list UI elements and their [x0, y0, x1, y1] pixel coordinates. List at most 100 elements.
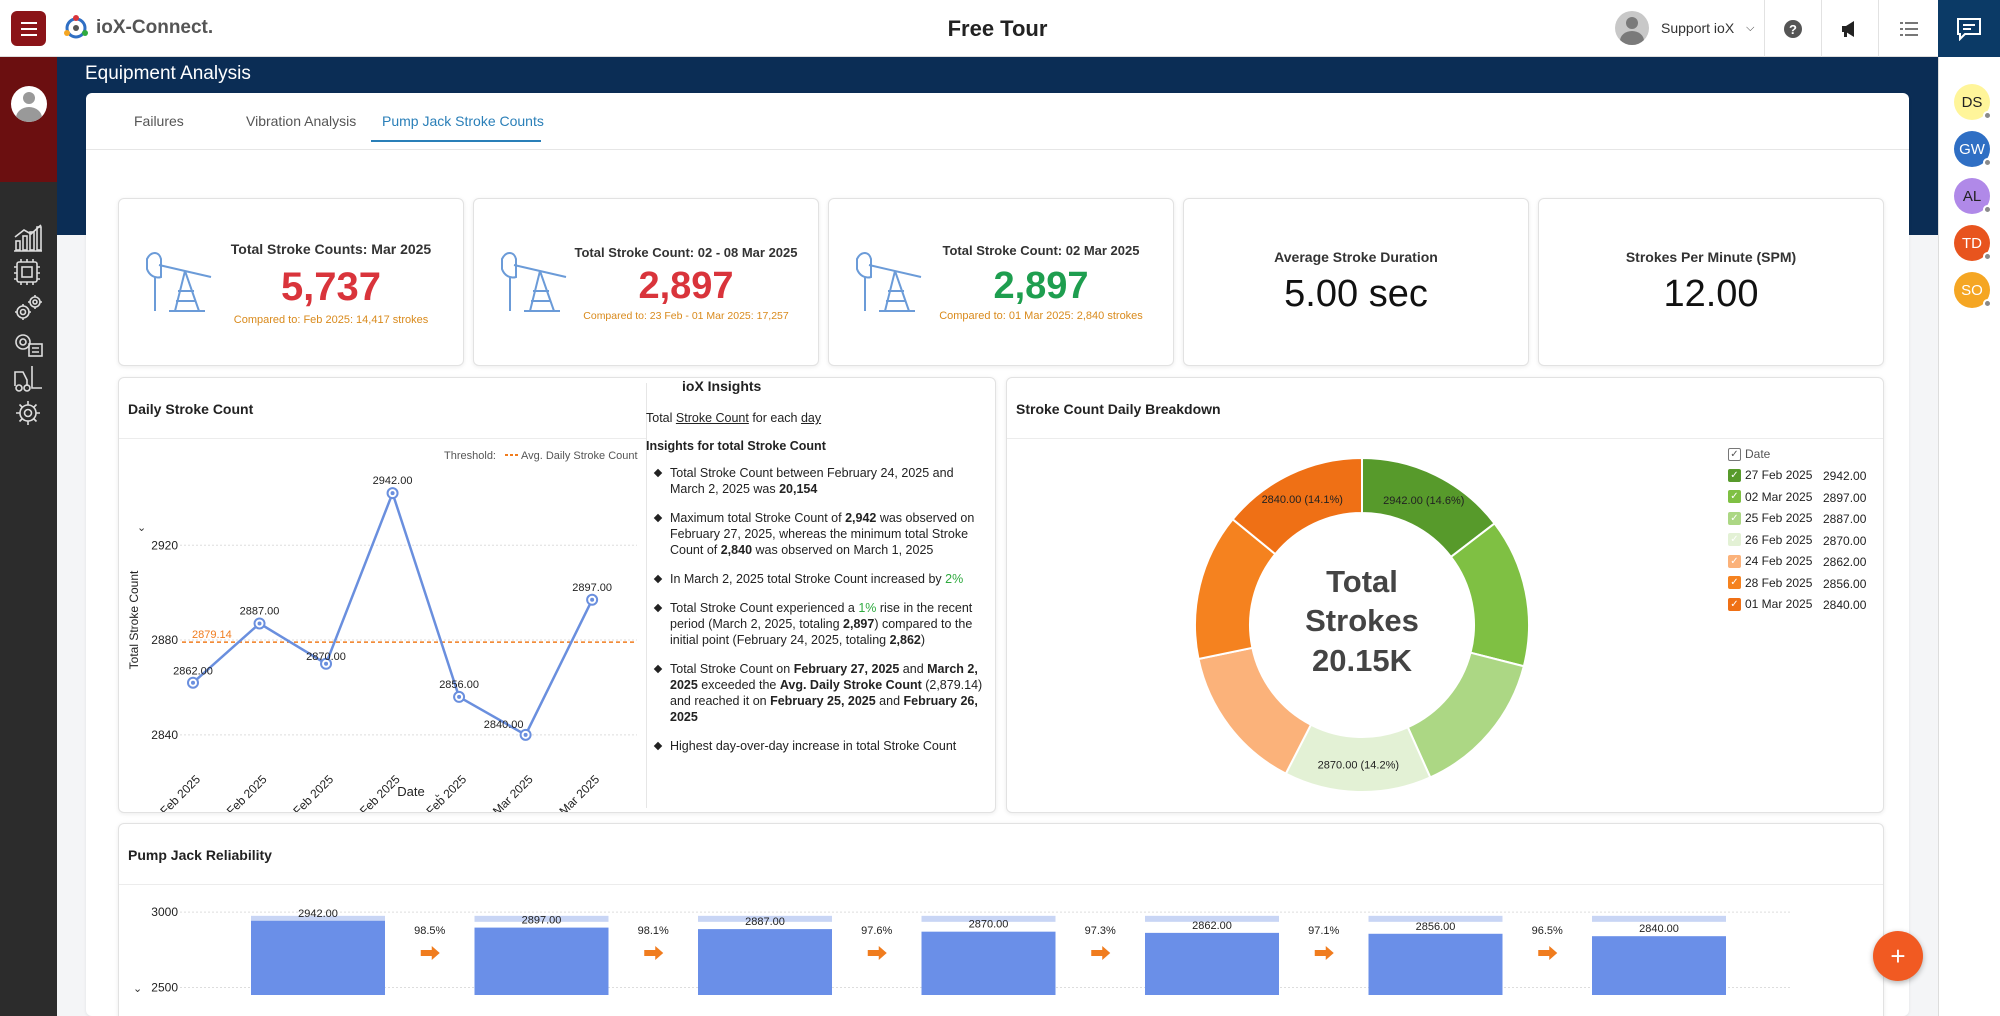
- reliability-bar[interactable]: [1145, 932, 1279, 995]
- reliability-bar[interactable]: [1592, 936, 1726, 995]
- avatar-ds[interactable]: DS: [1954, 84, 1992, 120]
- user-menu[interactable]: Support ioX ⌵: [1615, 11, 1755, 45]
- list-icon[interactable]: [1878, 0, 1938, 57]
- kpi-comparison: Compared to: 01 Mar 2025: 2,840 strokes: [939, 310, 1143, 322]
- change-label: 98.1%: [638, 925, 669, 937]
- legend-checkbox[interactable]: ✓: [1728, 533, 1741, 546]
- change-label: 97.1%: [1308, 925, 1339, 937]
- kpi-card-week: Total Stroke Count: 02 - 08 Mar 2025 2,8…: [473, 198, 819, 366]
- avatar-al[interactable]: AL: [1954, 178, 1992, 214]
- legend-checkbox[interactable]: ✓: [1728, 554, 1741, 568]
- legend-header[interactable]: ✓ Date: [1728, 447, 1770, 461]
- insight-item: Highest day-over-day increase in total S…: [646, 738, 991, 754]
- legend-label: 26 Feb 2025: [1745, 532, 1813, 547]
- avatar-gw[interactable]: GW: [1954, 131, 1992, 167]
- hamburger-menu-icon[interactable]: [11, 11, 46, 46]
- add-fab-button[interactable]: +: [1873, 931, 1923, 981]
- bar-value-label: 2840.00: [1639, 923, 1679, 935]
- bar-value-label: 2942.00: [298, 908, 338, 920]
- pump-jack-icon: [501, 252, 567, 312]
- tab-failures[interactable]: Failures: [134, 113, 184, 129]
- reliability-bar[interactable]: [251, 920, 385, 995]
- reliability-bar-chart: ⌄ 2500 3000 2942.00 2897.00 2887.00 2870.00 2…: [133, 905, 1790, 995]
- arrow-right-icon: [867, 946, 887, 960]
- avatar-initials: DS: [1961, 93, 1983, 111]
- gears-icon[interactable]: [12, 293, 44, 323]
- insights-link-day[interactable]: day: [800, 411, 822, 425]
- reliability-bar[interactable]: [1368, 933, 1503, 995]
- data-label: 2897.00: [572, 582, 612, 594]
- analytics-icon[interactable]: [12, 223, 44, 253]
- kpi-value: 5,737: [280, 265, 382, 309]
- donut-slice[interactable]: [1284, 723, 1432, 793]
- legend-item[interactable]: ✓ 27 Feb 2025: [1728, 468, 1812, 482]
- announcement-icon[interactable]: [1821, 0, 1878, 57]
- tab-vibration-analysis[interactable]: Vibration Analysis: [246, 113, 357, 129]
- active-tab-indicator: [371, 140, 541, 142]
- x-axis-toggle-icon[interactable]: ⌄: [433, 789, 441, 800]
- legend-item[interactable]: ✓ 01 Mar 2025: [1728, 597, 1812, 611]
- legend-checkbox[interactable]: ✓: [1728, 576, 1741, 589]
- x-tick-label: 02 Mar 2025: [545, 772, 603, 812]
- legend-item[interactable]: ✓ 24 Feb 2025: [1728, 554, 1812, 568]
- legend-checkbox[interactable]: ✓: [1728, 468, 1741, 482]
- y-axis-toggle-icon[interactable]: ⌄: [137, 522, 146, 534]
- x-tick-label: 24 Feb 2025: [146, 772, 204, 812]
- legend-label: 28 Feb 2025: [1745, 575, 1813, 590]
- legend-checkbox[interactable]: ✓: [1728, 511, 1741, 525]
- forklift-icon[interactable]: [12, 363, 44, 393]
- avatar-initials: AL: [1962, 187, 1982, 205]
- kpi-label: Total Stroke Counts: Mar 2025: [230, 241, 432, 257]
- help-icon[interactable]: ?: [1764, 0, 1821, 57]
- kpi-card-day: Total Stroke Count: 02 Mar 2025 2,897 Co…: [828, 198, 1174, 366]
- kpi-card-spm: Strokes Per Minute (SPM) 12.00: [1538, 198, 1884, 366]
- legend-item[interactable]: ✓ 26 Feb 2025: [1728, 533, 1812, 547]
- avatar-so[interactable]: SO: [1954, 272, 1992, 308]
- legend-checkbox[interactable]: ✓: [1728, 597, 1741, 611]
- legend-item[interactable]: ✓ 25 Feb 2025: [1728, 511, 1812, 525]
- stroke-breakdown-donut-chart: 2942.00 (14.6%) 2870.00 (14.2%) 2840.00 (1…: [1194, 456, 1530, 793]
- reliability-bar[interactable]: [474, 927, 609, 995]
- legend-label: 02 Mar 2025: [1745, 489, 1813, 504]
- bar-cap: [1368, 915, 1503, 922]
- arrow-right-icon: [1091, 946, 1111, 960]
- settings-gear-icon[interactable]: [12, 398, 44, 428]
- legend-value: 2887.00: [1823, 512, 1867, 526]
- avatar-initials: TD: [1962, 234, 1982, 252]
- card-title: Daily Stroke Count: [128, 401, 254, 417]
- app-logo[interactable]: ioX-Connect.: [62, 14, 213, 42]
- data-label: 2942.00: [373, 475, 413, 487]
- change-label: 97.6%: [861, 925, 892, 937]
- legend-value: 2897.00: [1823, 490, 1867, 505]
- section-title: Equipment Analysis: [85, 63, 251, 84]
- y-axis-toggle-icon[interactable]: ⌄: [133, 983, 142, 995]
- profile-avatar[interactable]: [11, 86, 47, 122]
- donut-slice[interactable]: [1231, 456, 1363, 556]
- card-divider: [119, 884, 1883, 885]
- chat-icon[interactable]: [1938, 0, 2000, 57]
- kpi-card-month: Total Stroke Counts: Mar 2025 5,737 Comp…: [118, 198, 464, 366]
- insights-link-stroke-count[interactable]: Stroke Count: [675, 411, 749, 425]
- legend-checkbox[interactable]: ✓: [1728, 490, 1741, 503]
- avatar-td[interactable]: TD: [1954, 225, 1992, 261]
- avatar-initials: SO: [1961, 281, 1983, 299]
- settings-list-icon[interactable]: [12, 328, 44, 358]
- reliability-bar[interactable]: [921, 931, 1056, 995]
- donut-slice[interactable]: [1197, 646, 1313, 775]
- x-tick-label: 01 Mar 2025: [478, 772, 536, 812]
- device-chip-icon[interactable]: [12, 258, 44, 288]
- donut-slice[interactable]: [1406, 651, 1526, 779]
- pump-jack-icon: [856, 252, 922, 312]
- x-tick-label: 25 Feb 2025: [212, 772, 270, 812]
- insight-item: In March 2, 2025 total Stroke Count incr…: [646, 571, 991, 587]
- legend-item[interactable]: ✓ 28 Feb 2025: [1728, 576, 1812, 590]
- threshold-label: Threshold:: [444, 450, 496, 462]
- iox-insights: ioX Insights Total Stroke Count for each…: [646, 378, 991, 812]
- data-point-center: [523, 732, 528, 737]
- legend-label: 25 Feb 2025: [1745, 511, 1813, 525]
- threshold-series-name: Avg. Daily Stroke Count: [521, 450, 638, 462]
- tab-pump-jack-stroke-counts[interactable]: Pump Jack Stroke Counts: [382, 113, 544, 129]
- reliability-bar[interactable]: [698, 929, 832, 995]
- kpi-label: Strokes Per Minute (SPM): [1625, 249, 1797, 265]
- legend-item[interactable]: ✓ 02 Mar 2025: [1728, 490, 1812, 504]
